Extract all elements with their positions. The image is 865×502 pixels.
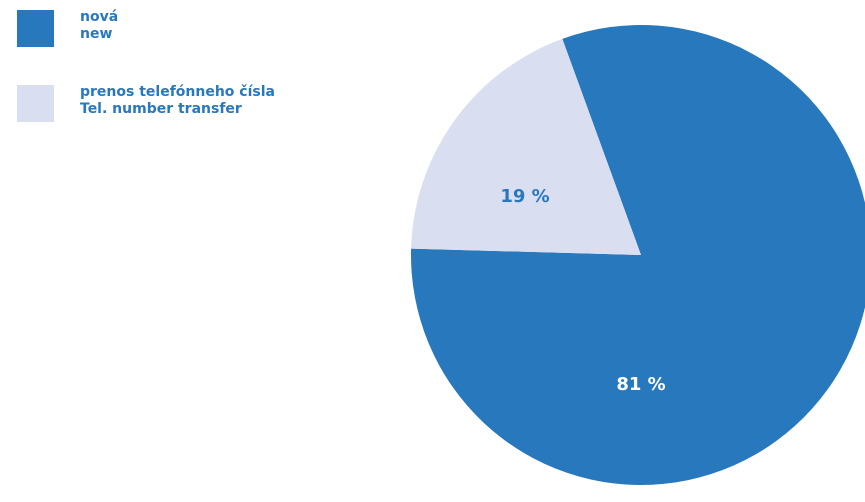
pie-slice [411,25,865,485]
legend-swatch [17,85,54,122]
legend-label: nová [80,9,118,25]
slice-label: 81 % [616,374,665,395]
legend-label-en: Tel. number transfer [80,101,242,117]
legend-label-en: new [80,26,112,42]
legend-label: prenos telefónneho čísla [80,84,275,100]
legend-swatch [17,10,54,47]
pie-slice [411,38,641,255]
slice-label: 19 % [500,186,549,207]
